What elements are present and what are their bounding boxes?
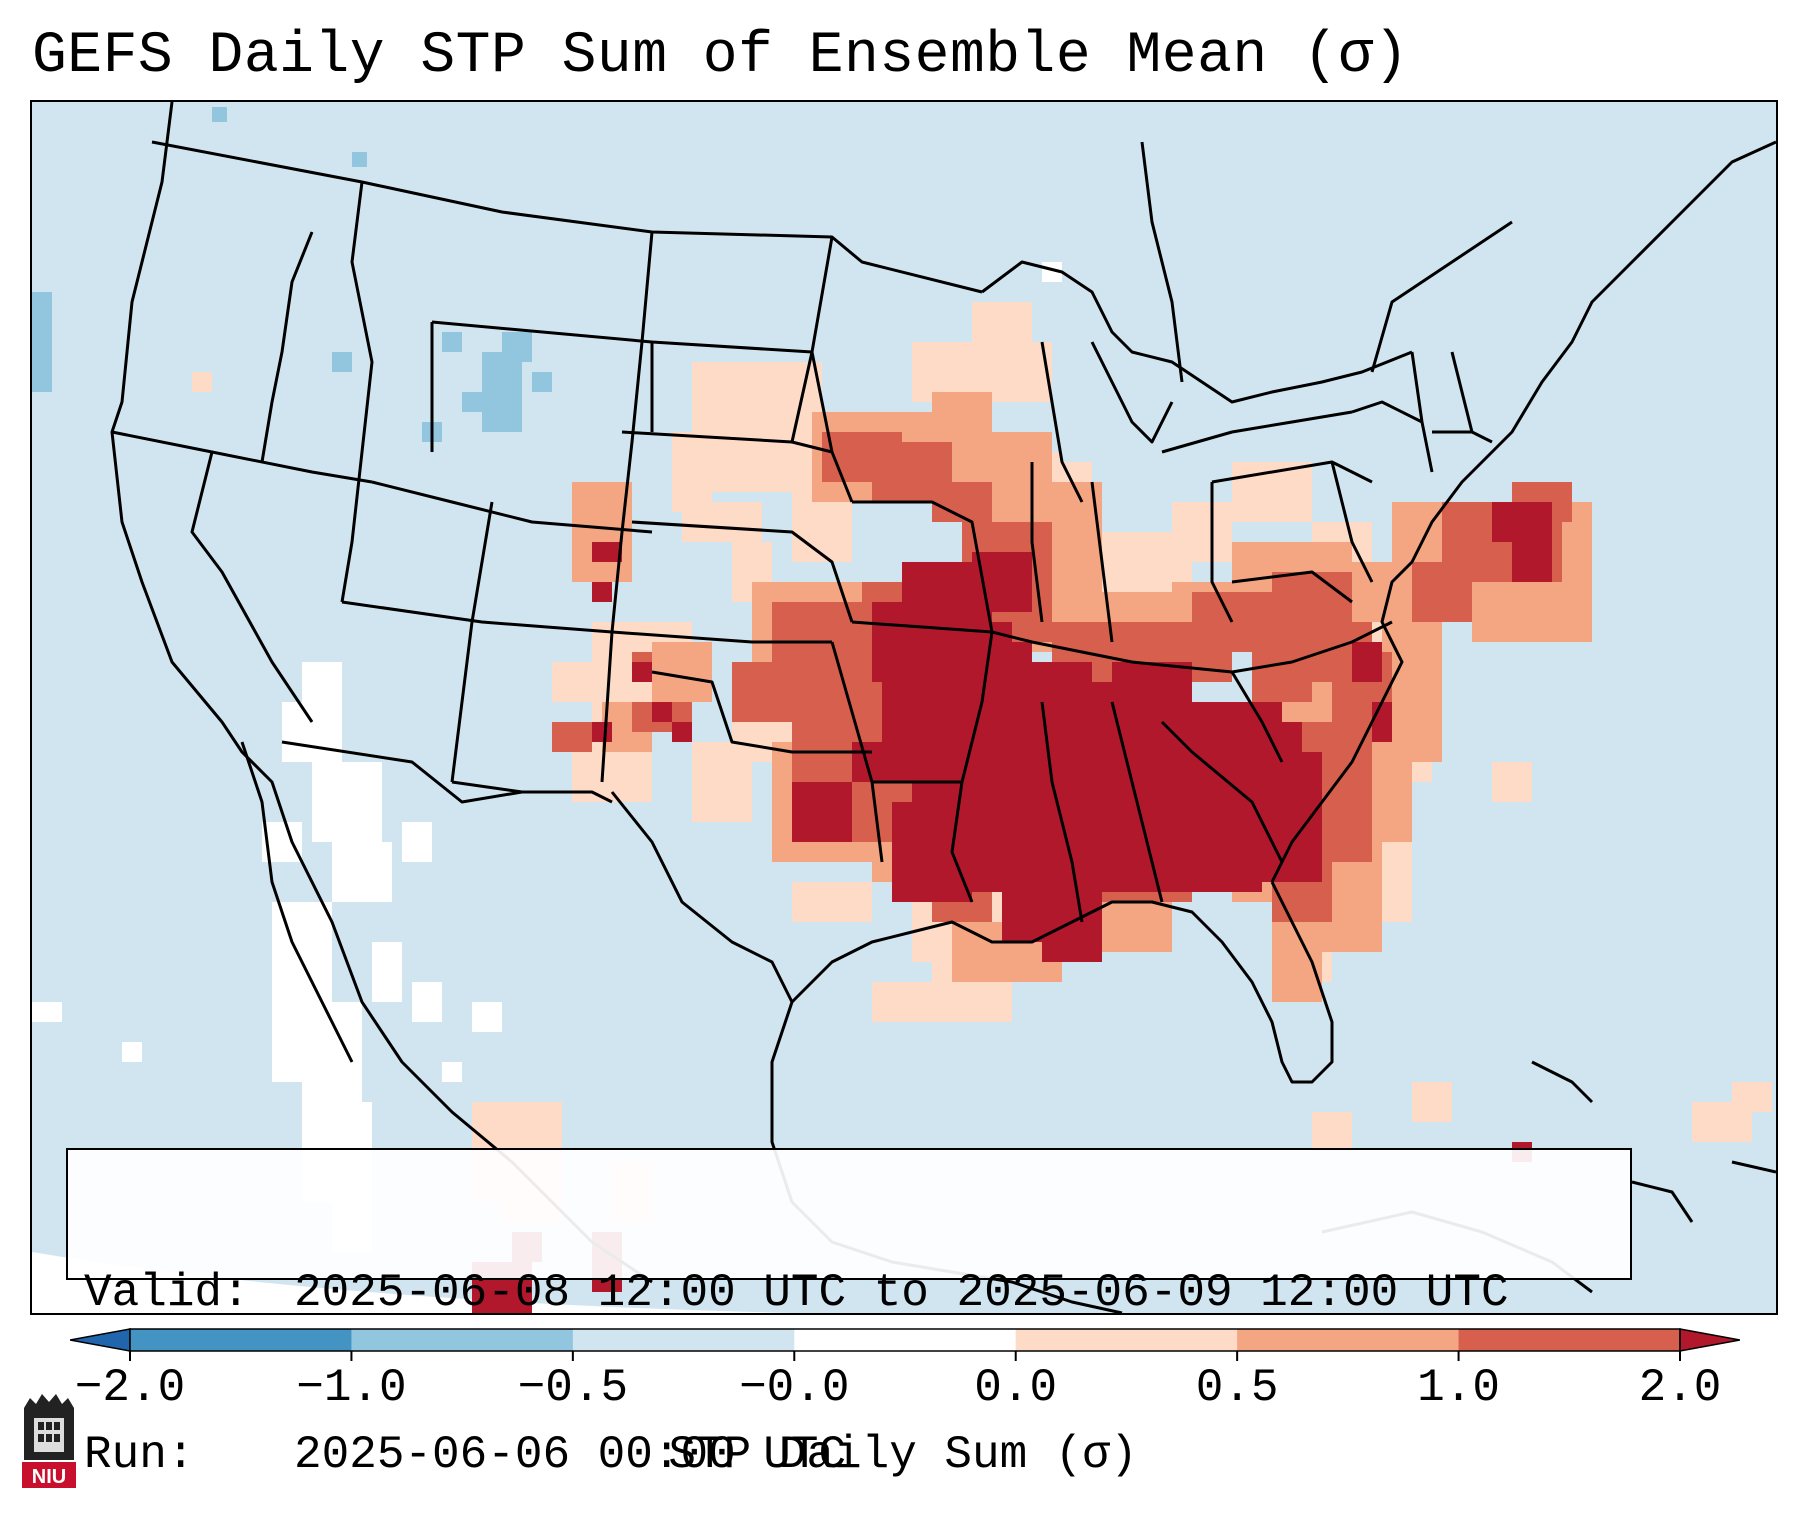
colorbar [70,1328,1740,1361]
colorbar-bin [1015,1329,1238,1351]
colorbar-bin [351,1329,574,1351]
valid-value: 2025-06-08 12:00 UTC to 2025-06-09 12:00… [294,1267,1509,1319]
colorbar-outline [129,1328,1681,1352]
colorbar-bin [794,1329,1017,1351]
colorbar-tick-label: 1.0 [1417,1362,1500,1414]
colorbar-bin-extend-low [70,1328,131,1352]
colorbar-tick-label: −0.5 [517,1362,629,1414]
niu-logo: NIU [22,1394,76,1488]
colorbar-bin [1237,1329,1460,1351]
map-title: GEFS Daily STP Sum of Ensemble Mean (σ) [32,24,1409,89]
colorbar-bin [572,1329,795,1351]
colorbar-tick-label: −1.0 [296,1362,407,1414]
colorbar-label: STP Daily Sum (σ) [668,1429,1138,1481]
map-panel [30,100,1778,1315]
valid-key: Valid: [84,1267,250,1319]
run-value: 2025-06-06 00:00 UTC [294,1429,847,1481]
colorbar-tick-label: −0.0 [739,1362,850,1414]
colorbar-tick-label: 0.5 [1195,1362,1279,1414]
colorbar-bin [130,1329,352,1351]
colorbar-tick-label: 0.0 [974,1362,1058,1414]
colorbar-tick-label: −2.0 [74,1362,186,1414]
colorbar-bin-extend-high [1679,1328,1740,1352]
validity-info-box: Valid: 2025-06-08 12:00 UTC to 2025-06-09… [66,1148,1632,1481]
map-canvas [32,102,1776,1313]
run-row: Run: 2025-06-06 00:00 UTC [84,1428,1614,1482]
mexico-neutral-area [32,262,1062,1252]
valid-row: Valid: 2025-06-08 12:00 UTC to 2025-06-09… [84,1266,1614,1320]
negative-anomaly-cells [32,107,552,442]
colorbar-bin [1458,1329,1681,1351]
logo-text: NIU [32,1466,66,1488]
run-key: Run: [84,1429,195,1481]
colorbar-tick-label: 2.0 [1638,1362,1722,1414]
outside-domain [32,1252,792,1313]
